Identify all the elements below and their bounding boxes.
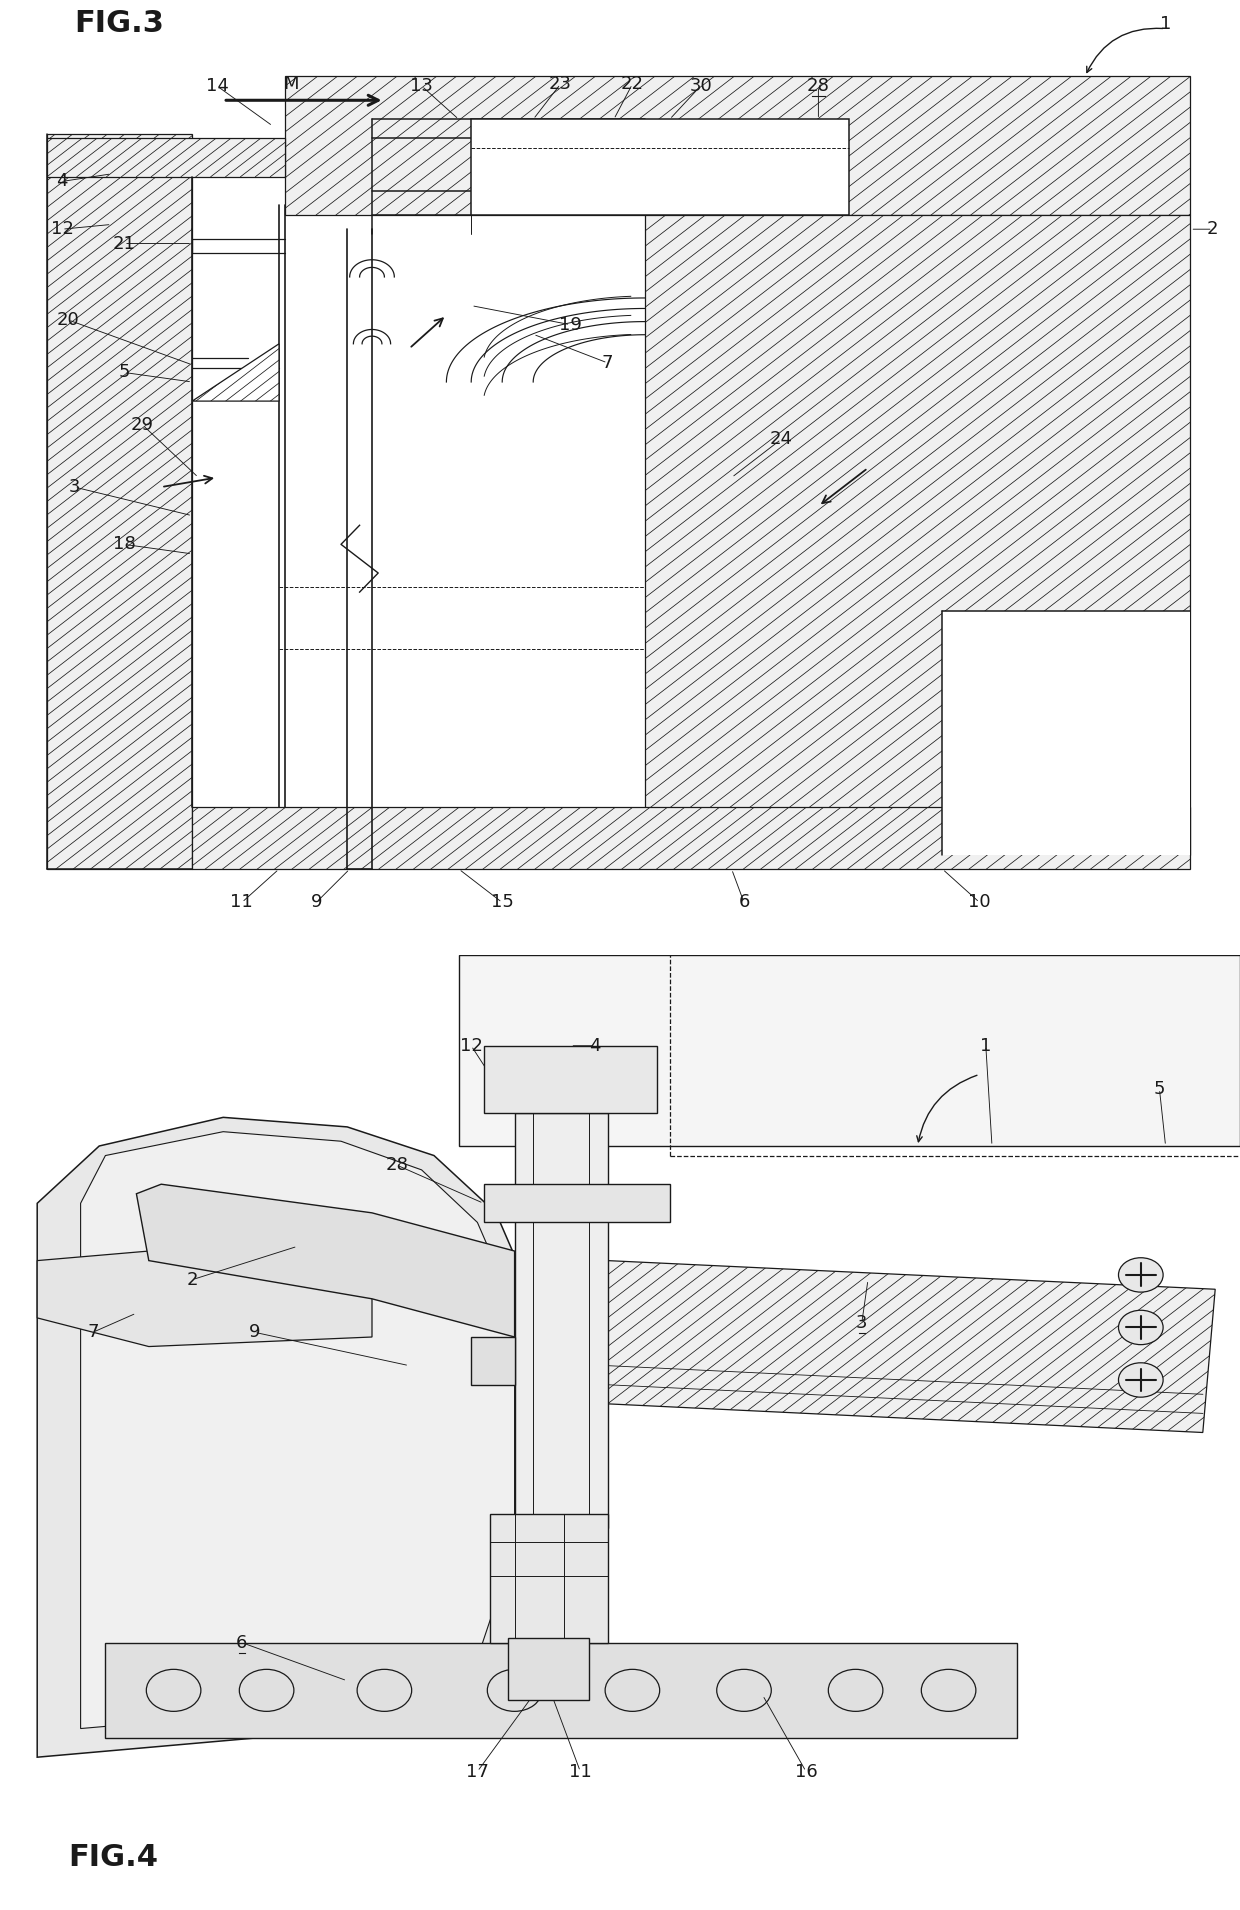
Text: 11: 11 (569, 1763, 591, 1780)
Circle shape (1118, 1364, 1163, 1398)
Text: 1: 1 (980, 1037, 992, 1054)
Text: 19: 19 (559, 315, 582, 334)
Text: 30: 30 (689, 76, 712, 96)
Text: 15: 15 (491, 894, 513, 911)
Polygon shape (47, 138, 285, 176)
Text: FIG.4: FIG.4 (68, 1843, 159, 1872)
Text: 29: 29 (131, 416, 154, 434)
Polygon shape (81, 1131, 515, 1729)
Text: 14: 14 (206, 76, 228, 96)
Text: 23: 23 (549, 74, 572, 94)
Polygon shape (484, 1184, 670, 1222)
Polygon shape (0, 955, 1240, 1910)
Polygon shape (471, 118, 849, 214)
Polygon shape (37, 1251, 372, 1347)
Polygon shape (192, 344, 279, 401)
Text: 3: 3 (68, 478, 81, 497)
Text: 5: 5 (118, 363, 130, 382)
Text: 12: 12 (460, 1037, 482, 1054)
Polygon shape (608, 1261, 1215, 1432)
Text: 2: 2 (186, 1270, 198, 1289)
Text: 2: 2 (1207, 220, 1219, 239)
Text: 21: 21 (113, 235, 135, 252)
Text: 24: 24 (770, 430, 792, 449)
Text: 5: 5 (1153, 1079, 1166, 1098)
Text: 20: 20 (57, 311, 79, 329)
Text: 4: 4 (589, 1037, 601, 1054)
Polygon shape (105, 1643, 1017, 1738)
Text: 18: 18 (113, 535, 135, 554)
Polygon shape (285, 76, 1190, 214)
Circle shape (1118, 1257, 1163, 1291)
Text: 9: 9 (310, 894, 322, 911)
Polygon shape (192, 806, 1190, 869)
Polygon shape (136, 1184, 515, 1337)
Polygon shape (645, 214, 1190, 856)
Polygon shape (471, 1337, 515, 1385)
Polygon shape (459, 955, 1240, 1146)
Text: 9: 9 (248, 1324, 260, 1341)
Text: 16: 16 (795, 1763, 817, 1780)
Polygon shape (47, 134, 192, 869)
Text: 7: 7 (601, 353, 614, 372)
Polygon shape (37, 1117, 533, 1757)
Polygon shape (484, 1045, 657, 1112)
Text: 22: 22 (621, 74, 644, 94)
Text: 3: 3 (856, 1314, 868, 1331)
Polygon shape (490, 1513, 608, 1643)
Text: 28: 28 (807, 76, 830, 96)
Text: 11: 11 (231, 894, 253, 911)
Polygon shape (942, 611, 1190, 856)
Text: 10: 10 (968, 894, 991, 911)
Text: 13: 13 (410, 76, 433, 96)
Text: 6: 6 (236, 1633, 248, 1652)
Text: 28: 28 (386, 1156, 408, 1175)
Polygon shape (508, 1637, 589, 1700)
Text: 6: 6 (738, 894, 750, 911)
Text: FIG.3: FIG.3 (74, 10, 164, 38)
Text: 12: 12 (51, 220, 73, 239)
Text: 4: 4 (56, 172, 68, 191)
Text: 17: 17 (466, 1763, 489, 1780)
Text: 7: 7 (87, 1324, 99, 1341)
Circle shape (1118, 1310, 1163, 1345)
Text: 1: 1 (1159, 15, 1172, 32)
Text: M: M (284, 74, 299, 94)
Polygon shape (515, 1112, 608, 1528)
